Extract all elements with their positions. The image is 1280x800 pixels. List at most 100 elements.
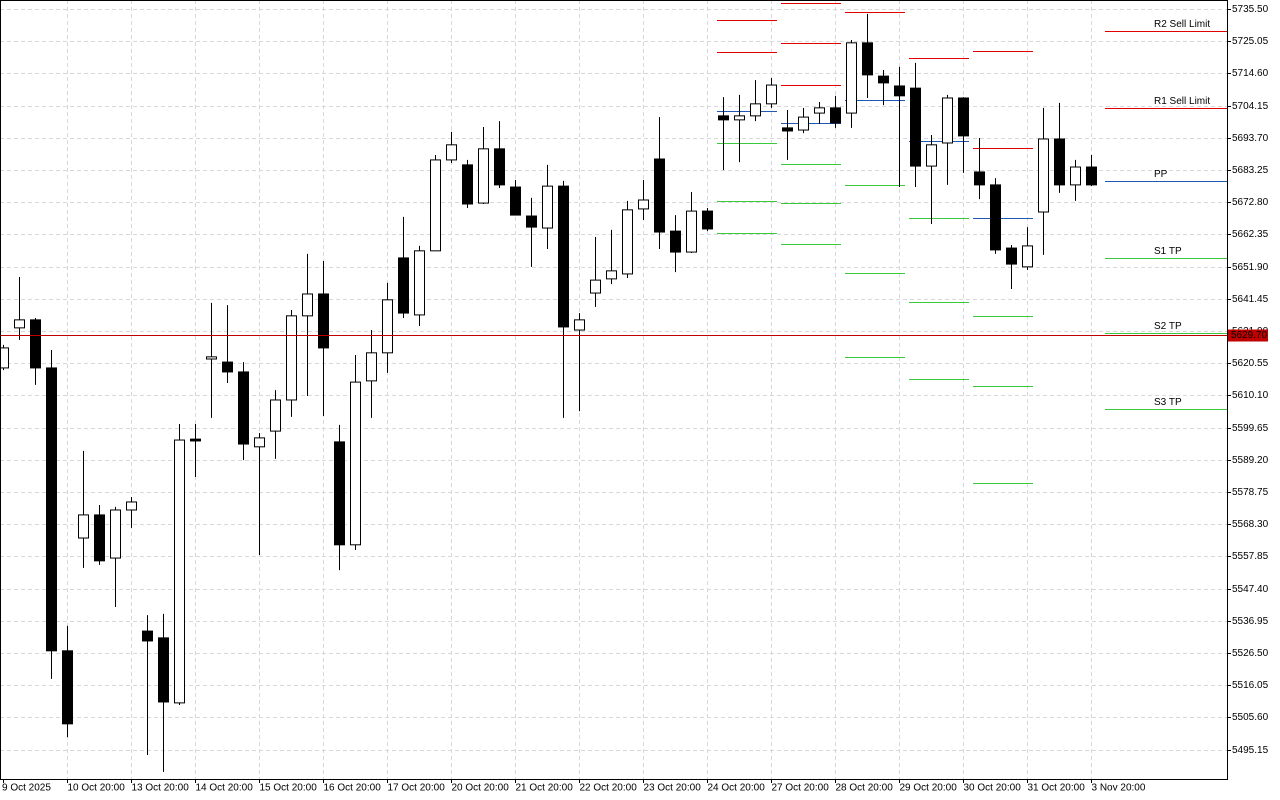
candle-body [1038,138,1049,213]
x-tick-label: 16 Oct 20:00 [324,783,382,794]
candle-body [910,87,921,167]
y-tick-label: 5683.25 [1232,165,1269,176]
y-tick-label: 5526.50 [1232,648,1269,659]
x-tick-label: 17 Oct 20:00 [388,783,446,794]
candle-body [894,85,905,97]
current-price-label: 5629.70 [1231,330,1268,341]
x-tick-label: 27 Oct 20:00 [772,783,830,794]
y-tick-label: 5693.70 [1232,133,1269,144]
x-tick-label: 29 Oct 20:00 [900,783,958,794]
x-tick-label: 22 Oct 20:00 [580,783,638,794]
candle-body [254,437,265,448]
candle-body [878,75,889,84]
candle-body [78,514,89,539]
candle-body [990,184,1001,251]
candle-body [110,509,121,559]
y-tick-label: 5735.50 [1232,4,1269,15]
candle-body [94,514,105,562]
y-tick-label: 5557.85 [1232,551,1269,562]
candle-body [14,319,25,329]
x-tick-label: 14 Oct 20:00 [196,783,254,794]
candle-body [718,115,729,121]
candle-body [46,367,57,652]
candle-body [606,270,617,280]
y-tick-label: 5547.40 [1232,584,1269,595]
candle-body [30,319,41,369]
candle-body [670,230,681,253]
candle-body [574,319,585,331]
y-tick-label: 5495.15 [1232,745,1269,756]
x-tick-label: 21 Oct 20:00 [516,783,574,794]
y-tick-label: 5568.30 [1232,519,1269,530]
candle-body [446,144,457,161]
candle-body [238,371,249,445]
candle-body [654,158,665,233]
candle-body [414,250,425,316]
y-tick-label: 5672.80 [1232,197,1269,208]
y-tick-label: 5589.20 [1232,455,1269,466]
candle-body [350,381,361,546]
y-tick-label: 5599.65 [1232,423,1269,434]
axes: 5735.50 5725.05 5714.60 5704.15 5693.70 5683.… [2,4,1269,794]
candle-body [830,107,841,124]
candle-body [958,97,969,137]
candle-body [142,630,153,642]
candle-body [1054,138,1065,186]
x-tick-label: 31 Oct 20:00 [1028,783,1086,794]
candle-body [846,42,857,114]
candle-body [430,159,441,252]
y-tick-label: 5610.10 [1232,390,1269,401]
level-label: S2 TP [1154,321,1182,332]
level-label: S1 TP [1154,246,1182,257]
y-tick-label: 5641.45 [1232,294,1269,305]
candle-body [862,42,873,76]
candle-body [222,361,233,373]
candle-body [702,210,713,230]
candle-body [558,185,569,328]
candle-body [190,438,201,442]
y-tick-label: 5505.60 [1232,712,1269,723]
y-tick-label: 5578.75 [1232,487,1269,498]
x-tick-label: 23 Oct 20:00 [644,783,702,794]
candle-body [494,148,505,186]
grid [0,0,1227,779]
candle-body [270,399,281,432]
x-tick-label: 9 Oct 2025 [2,783,51,794]
candles [0,13,1227,772]
y-tick-label: 5516.05 [1232,680,1269,691]
y-tick-label: 5662.35 [1232,229,1269,240]
x-tick-label: 24 Oct 20:00 [708,783,766,794]
candle-body [382,299,393,354]
candle-body [638,199,649,210]
y-tick-label: 5704.15 [1232,101,1269,112]
candle-body [1070,166,1081,186]
candle-body [750,103,761,117]
y-tick-label: 5714.60 [1232,68,1269,79]
candle-body [334,441,345,546]
current-price-box [1228,329,1268,342]
y-tick-label: 5620.55 [1232,358,1269,369]
candle-body [1006,247,1017,265]
candle-body [542,185,553,229]
candle-body [158,637,169,703]
candle-body [126,501,137,511]
level-label: S3 TP [1154,397,1182,408]
x-tick-label: 28 Oct 20:00 [836,783,894,794]
y-tick-label: 5725.05 [1232,36,1269,47]
candle-body [1022,245,1033,268]
x-tick-label: 10 Oct 20:00 [68,783,126,794]
candle-body [926,144,937,167]
candle-body [174,439,185,704]
candle-body [478,148,489,204]
candle-body [302,293,313,317]
candle-body [686,210,697,253]
x-tick-label: 13 Oct 20:00 [132,783,190,794]
y-tick-label: 5536.95 [1232,616,1269,627]
level-label: R2 Sell Limit [1154,19,1210,30]
x-tick-label: 20 Oct 20:00 [452,783,510,794]
candle-body [286,315,297,401]
level-label: R1 Sell Limit [1154,96,1210,107]
x-tick-label: 3 Nov 20:00 [1092,783,1146,794]
